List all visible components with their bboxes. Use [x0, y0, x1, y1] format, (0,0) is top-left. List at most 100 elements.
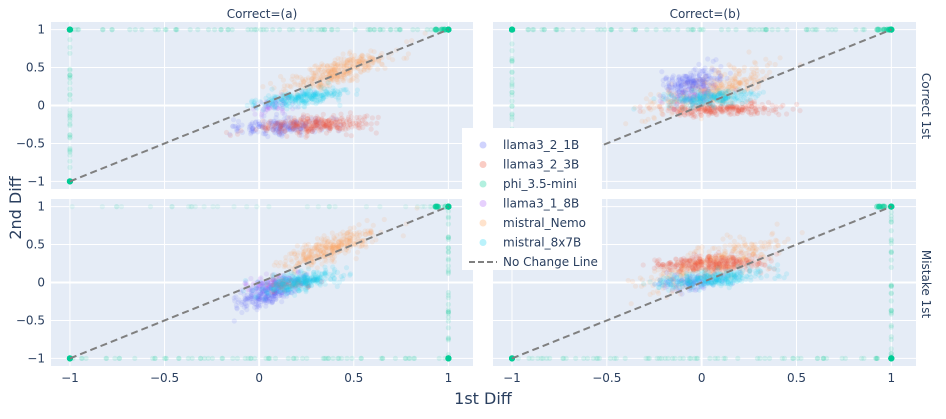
data-point	[282, 83, 287, 88]
data-point	[330, 264, 335, 269]
data-point	[296, 278, 301, 283]
data-point	[404, 39, 409, 44]
data-point	[119, 204, 124, 209]
data-point	[690, 255, 695, 260]
data-point	[679, 258, 684, 263]
data-point	[295, 243, 300, 248]
data-point	[117, 356, 122, 361]
data-point	[535, 356, 540, 361]
data-point	[268, 298, 273, 303]
data-point	[683, 74, 688, 79]
data-point	[648, 292, 653, 297]
data-point	[889, 257, 894, 262]
data-point	[303, 282, 308, 287]
data-point	[347, 236, 352, 241]
data-point	[888, 355, 894, 361]
data-point	[127, 27, 132, 32]
data-point	[648, 92, 653, 97]
data-point	[132, 356, 137, 361]
data-point	[301, 97, 306, 102]
data-point	[411, 356, 416, 361]
data-point	[254, 27, 259, 32]
data-point	[206, 27, 211, 32]
data-point	[293, 82, 298, 87]
data-point	[328, 277, 333, 282]
data-point	[335, 27, 340, 32]
data-point	[618, 27, 623, 32]
data-point	[312, 245, 317, 250]
data-point	[446, 302, 451, 307]
data-point	[324, 71, 329, 76]
data-point	[623, 356, 628, 361]
data-point	[309, 251, 314, 256]
data-point	[659, 356, 664, 361]
data-point	[325, 63, 330, 68]
data-point	[663, 97, 668, 102]
data-point	[673, 256, 678, 261]
data-point	[324, 130, 329, 135]
data-point	[152, 356, 157, 361]
data-point	[67, 75, 72, 80]
data-point	[654, 27, 659, 32]
data-point	[753, 269, 758, 274]
data-point	[509, 80, 514, 85]
data-point	[509, 104, 514, 109]
data-point	[526, 356, 531, 361]
data-point	[344, 265, 349, 270]
data-point	[67, 45, 72, 50]
data-point	[760, 27, 765, 32]
data-point	[560, 27, 565, 32]
data-point	[840, 356, 845, 361]
data-point	[304, 356, 309, 361]
data-point	[446, 250, 451, 255]
data-point	[264, 27, 269, 32]
data-point	[323, 89, 328, 94]
data-point	[321, 112, 326, 117]
data-point	[308, 88, 313, 93]
data-point	[310, 279, 315, 284]
data-point	[343, 250, 348, 255]
data-point	[202, 204, 207, 209]
data-point	[633, 284, 638, 289]
data-point	[330, 27, 335, 32]
data-point	[782, 275, 787, 280]
data-point	[215, 204, 220, 209]
data-point	[889, 220, 894, 225]
data-point	[198, 356, 203, 361]
data-point	[309, 76, 314, 81]
data-point	[364, 204, 369, 209]
data-point	[349, 133, 354, 138]
data-point	[701, 94, 706, 99]
data-point	[301, 104, 306, 109]
data-point	[765, 107, 770, 112]
data-point	[345, 60, 350, 65]
data-point	[874, 27, 880, 33]
data-point	[67, 165, 72, 170]
data-point	[775, 243, 780, 248]
data-point	[258, 99, 263, 104]
data-point	[322, 265, 327, 270]
data-point	[321, 122, 326, 127]
data-point	[276, 263, 281, 268]
data-point	[666, 92, 671, 97]
data-point	[739, 251, 744, 256]
data-point	[853, 27, 858, 32]
data-point	[355, 231, 360, 236]
data-point	[176, 356, 181, 361]
data-point	[271, 288, 276, 293]
data-point	[670, 77, 675, 82]
data-point	[341, 273, 346, 278]
data-point	[762, 356, 767, 361]
data-point	[716, 265, 721, 270]
data-point	[728, 71, 733, 76]
data-point	[749, 242, 754, 247]
data-point	[824, 356, 829, 361]
data-point	[369, 127, 374, 132]
data-point	[305, 129, 310, 134]
data-point	[283, 263, 288, 268]
data-point	[724, 84, 729, 89]
data-point	[266, 356, 271, 361]
data-point	[348, 78, 353, 83]
data-point	[287, 84, 292, 89]
data-point	[382, 66, 387, 71]
